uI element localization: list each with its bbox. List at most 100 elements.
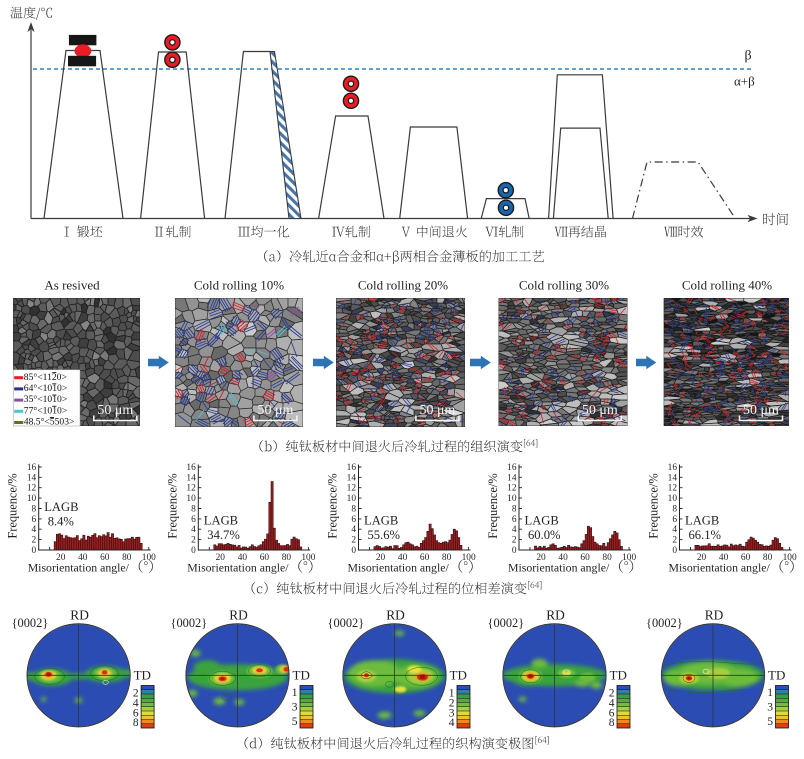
svg-text:14: 14 [347, 473, 357, 483]
svg-text:Frequence/%: Frequence/% [647, 473, 661, 538]
svg-text:TD: TD [293, 667, 310, 682]
svg-text:6: 6 [672, 515, 677, 525]
svg-text:LAGB: LAGB [204, 514, 238, 528]
svg-text:Misorientation angle/: Misorientation angle/ [348, 561, 450, 575]
svg-text:60: 60 [420, 553, 430, 563]
svg-text:16: 16 [668, 463, 678, 473]
svg-text:14: 14 [186, 473, 196, 483]
svg-text:{0002}: {0002} [488, 616, 525, 630]
svg-text:100: 100 [462, 553, 476, 563]
svg-text:100: 100 [301, 553, 315, 563]
svg-text:4: 4 [351, 525, 356, 535]
svg-text:16: 16 [347, 463, 357, 473]
svg-text:60: 60 [580, 553, 590, 563]
svg-text:RD: RD [386, 608, 405, 623]
svg-text:35°<1010>: 35°<1010> [24, 394, 67, 405]
svg-text:6: 6 [609, 707, 615, 719]
svg-text:Misorientation angle/: Misorientation angle/ [187, 561, 289, 575]
svg-text:20: 20 [216, 553, 226, 563]
svg-text:66.1%: 66.1% [689, 528, 722, 542]
svg-text:5: 5 [767, 716, 773, 728]
svg-text:60: 60 [260, 553, 270, 563]
svg-text:4: 4 [32, 525, 37, 535]
svg-text:48.5°<5503>: 48.5°<5503> [24, 417, 75, 428]
svg-text:40: 40 [238, 553, 248, 563]
svg-text:14: 14 [668, 473, 678, 483]
svg-text:{0002}: {0002} [171, 616, 208, 630]
svg-text:100: 100 [622, 553, 636, 563]
svg-text:TD: TD [450, 667, 467, 682]
svg-text:50 μm: 50 μm [743, 403, 779, 418]
svg-text:6: 6 [32, 515, 37, 525]
svg-text:12: 12 [27, 484, 37, 494]
svg-text:4: 4 [609, 697, 615, 709]
svg-text:0: 0 [32, 546, 37, 556]
svg-text:Misorientation angle/: Misorientation angle/ [508, 561, 610, 575]
svg-text:RD: RD [705, 608, 724, 623]
svg-text:0: 0 [512, 546, 517, 556]
svg-text:RD: RD [70, 608, 89, 623]
svg-text:2: 2 [32, 536, 37, 546]
svg-text:60: 60 [741, 553, 751, 563]
svg-text:Cold rolling 20%: Cold rolling 20% [358, 278, 448, 293]
svg-text:8: 8 [191, 505, 196, 515]
svg-text:8: 8 [512, 505, 517, 515]
svg-text:Frequence/%: Frequence/% [6, 473, 20, 538]
svg-text:0: 0 [672, 546, 677, 556]
svg-text:Frequence/%: Frequence/% [486, 473, 500, 538]
svg-text:34.7%: 34.7% [207, 528, 240, 542]
svg-text:50 μm: 50 μm [419, 403, 455, 418]
svg-text:4: 4 [512, 525, 517, 535]
svg-text:β: β [745, 49, 752, 64]
svg-text:20: 20 [376, 553, 386, 563]
svg-text:RD: RD [229, 608, 248, 623]
svg-text:40: 40 [78, 553, 88, 563]
svg-text:α+β: α+β [734, 74, 755, 89]
svg-text:55.6%: 55.6% [368, 528, 401, 542]
svg-text:12: 12 [507, 484, 517, 494]
svg-text:As resived: As resived [44, 278, 100, 293]
svg-text:2: 2 [672, 536, 677, 546]
svg-text:16: 16 [507, 463, 517, 473]
svg-text:3: 3 [767, 702, 773, 714]
svg-text:8: 8 [672, 505, 677, 515]
svg-text:{0002}: {0002} [646, 616, 683, 630]
svg-text:Frequence/%: Frequence/% [326, 473, 340, 538]
svg-text:3: 3 [449, 707, 455, 719]
svg-text:1: 1 [767, 687, 773, 699]
svg-text:40: 40 [719, 553, 729, 563]
svg-text:2: 2 [609, 688, 615, 700]
svg-text:8: 8 [133, 717, 139, 729]
svg-text:3: 3 [292, 702, 298, 714]
svg-text:LAGB: LAGB [685, 514, 719, 528]
svg-text:4: 4 [449, 717, 455, 729]
svg-text:5: 5 [292, 716, 298, 728]
svg-text:50 μm: 50 μm [97, 403, 133, 418]
svg-text:2: 2 [351, 536, 356, 546]
svg-text:8: 8 [351, 505, 356, 515]
svg-text:6: 6 [512, 515, 517, 525]
svg-text:2: 2 [191, 536, 196, 546]
svg-text:10: 10 [186, 494, 196, 504]
svg-text:20: 20 [697, 553, 707, 563]
svg-text:Cold rolling 30%: Cold rolling 30% [519, 278, 609, 293]
svg-text:16: 16 [27, 463, 37, 473]
svg-text:40: 40 [558, 553, 568, 563]
svg-text:Misorientation angle/: Misorientation angle/ [669, 561, 771, 575]
svg-text:100: 100 [142, 553, 156, 563]
svg-text:40: 40 [398, 553, 408, 563]
svg-text:1: 1 [449, 688, 455, 700]
svg-text:80: 80 [602, 553, 612, 563]
svg-text:20: 20 [56, 553, 66, 563]
svg-text:12: 12 [186, 484, 196, 494]
svg-text:6: 6 [191, 515, 196, 525]
svg-text:{0002}: {0002} [328, 616, 365, 630]
svg-text:Cold rolling 40%: Cold rolling 40% [682, 278, 772, 293]
svg-text:8: 8 [32, 505, 37, 515]
svg-text:14: 14 [507, 473, 517, 483]
svg-text:12: 12 [347, 484, 357, 494]
svg-text:12: 12 [668, 484, 678, 494]
svg-text:0: 0 [191, 546, 196, 556]
svg-text:4: 4 [191, 525, 196, 535]
svg-text:6: 6 [351, 515, 356, 525]
